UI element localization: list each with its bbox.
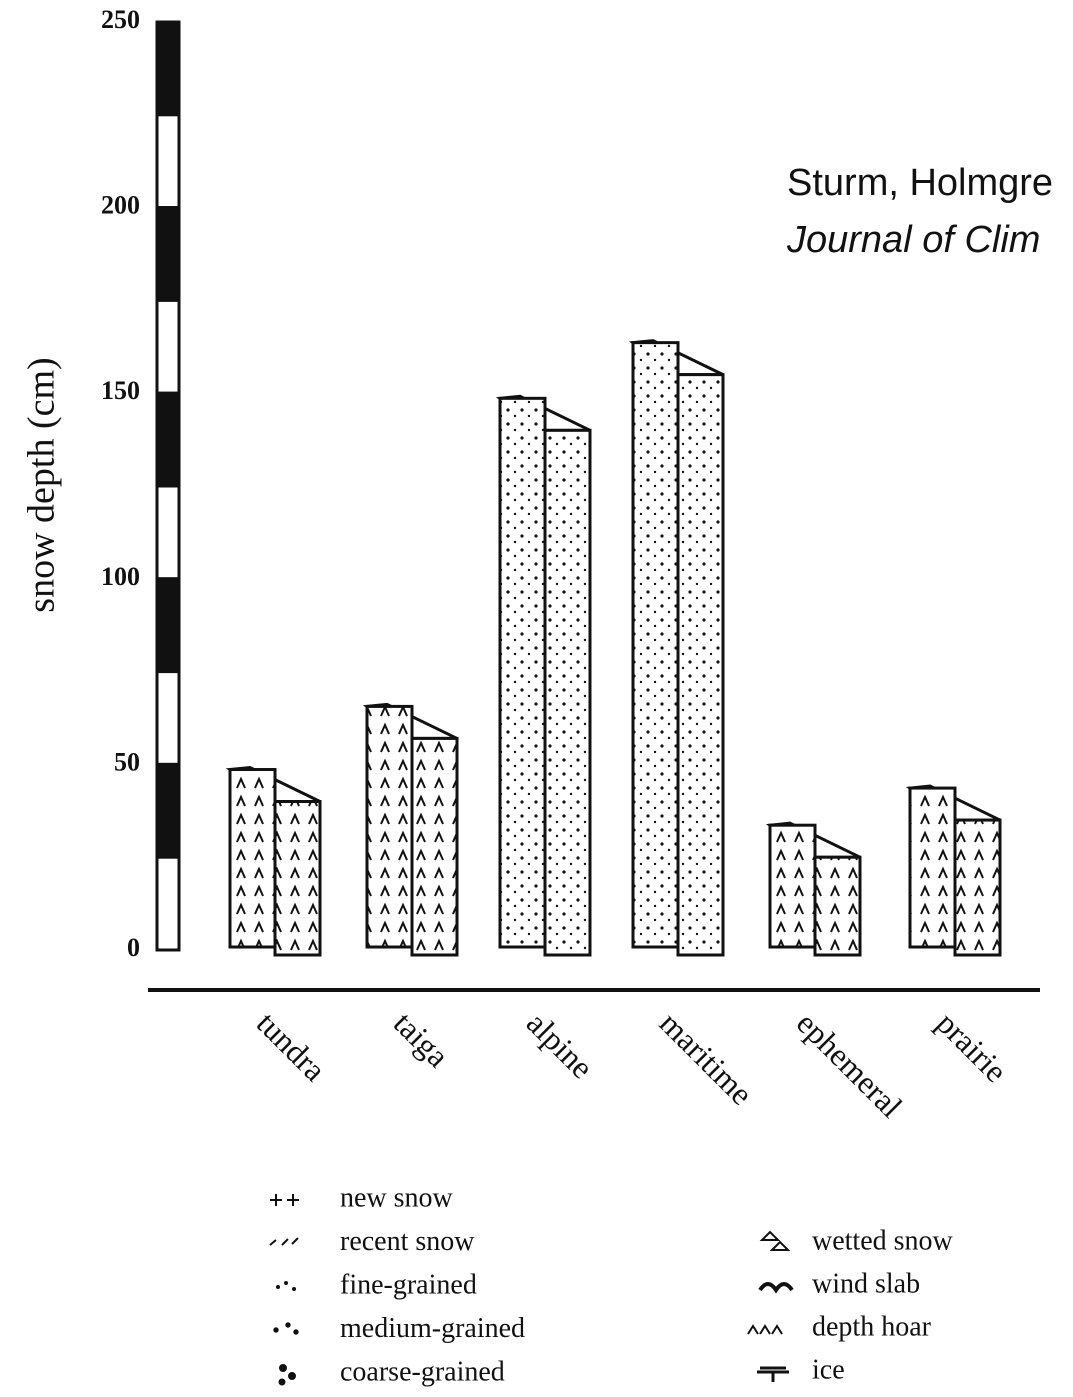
scale-bar-segment — [155, 484, 181, 581]
legend-symbols — [269, 1194, 794, 1386]
x-tick-label: taiga — [387, 1005, 456, 1074]
x-tick-label: ephemeral — [790, 1005, 910, 1125]
column-right-face — [543, 428, 592, 957]
column-left-face — [365, 704, 414, 949]
column-right-face — [676, 373, 725, 957]
annotation: Sturm, Holmgre — [787, 162, 1053, 204]
legend-label: wind slab — [812, 1268, 920, 1299]
scale-bar-segment — [155, 206, 181, 302]
legend-label: wetted snow — [812, 1225, 954, 1256]
legend-label: coarse-grained — [340, 1356, 505, 1387]
y-tick-label: 0 — [127, 933, 140, 962]
annotation: Journal of Clim — [786, 219, 1040, 261]
scale-bar-segment — [155, 855, 181, 952]
column-right-face — [273, 800, 322, 957]
legend-label: ice — [812, 1354, 845, 1385]
scale-bar-segment — [155, 298, 181, 395]
snow-column — [628, 339, 725, 957]
legend-label: new snow — [340, 1182, 454, 1213]
column-right-face — [813, 855, 862, 957]
scale-bar-segment — [155, 391, 181, 488]
legend-label: recent snow — [340, 1226, 475, 1257]
column-left-face — [498, 396, 547, 949]
y-tick-label: 200 — [101, 191, 140, 220]
x-tick-label: prairie — [930, 1005, 1014, 1089]
legend-label: depth hoar — [812, 1311, 932, 1342]
scale-bar-segment — [155, 577, 181, 674]
legend-label: medium-grained — [340, 1313, 525, 1344]
x-tick-label: tundra — [250, 1005, 333, 1088]
y-axis-label: snow depth (cm) — [21, 357, 63, 612]
scale-bar-segment — [155, 20, 181, 117]
snow-column — [905, 784, 1002, 957]
x-tick-label: alpine — [520, 1005, 601, 1086]
column-left-face — [631, 341, 680, 949]
column-right-face — [953, 818, 1002, 957]
column-right-face — [410, 736, 459, 957]
y-tick-label: 100 — [101, 562, 140, 591]
y-tick-label: 250 — [101, 5, 140, 34]
column-left-face — [228, 768, 277, 949]
x-tick-label: maritime — [653, 1005, 760, 1112]
scale-bar-segment — [155, 113, 181, 210]
snow-column — [225, 765, 322, 957]
scale-bar-segment — [155, 762, 181, 859]
snow-column — [765, 821, 862, 957]
y-tick-label: 50 — [114, 747, 140, 776]
snow-column — [495, 394, 592, 957]
column-left-face — [768, 823, 817, 949]
snow-column — [362, 702, 459, 957]
scale-bar-segment — [155, 670, 181, 766]
column-left-face — [908, 786, 957, 949]
y-tick-label: 150 — [101, 376, 140, 405]
legend-label: fine-grained — [340, 1269, 477, 1300]
